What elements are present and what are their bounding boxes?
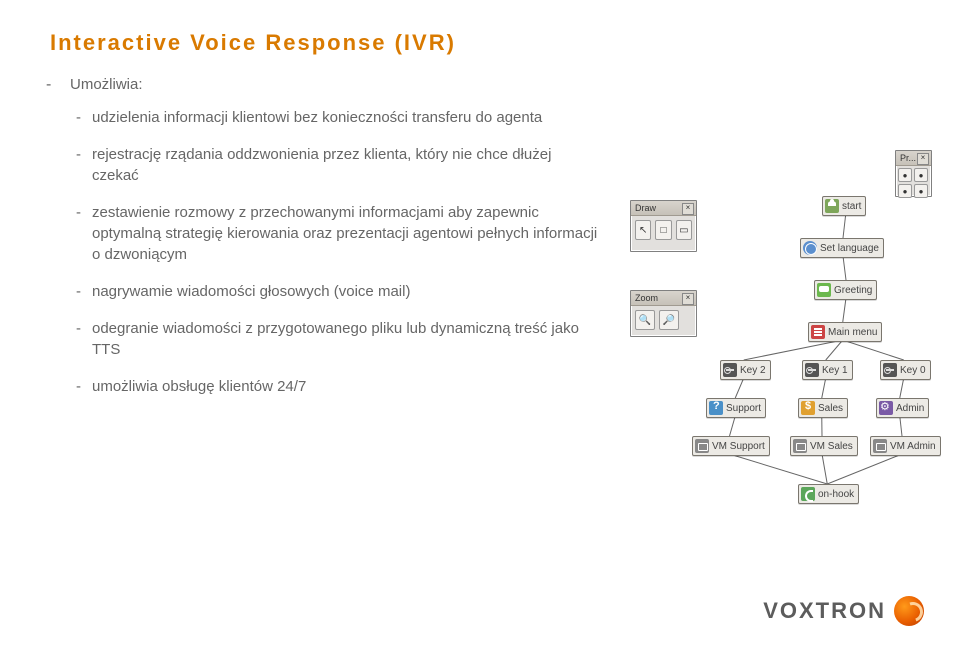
palette-button[interactable]: ●	[898, 168, 912, 182]
node-label: VM Admin	[890, 441, 936, 452]
flow-node-key2[interactable]: Key 2	[720, 360, 771, 380]
hook-icon	[801, 487, 815, 501]
key-icon	[883, 363, 897, 377]
flow-node-greeting[interactable]: Greeting	[814, 280, 877, 300]
palette-button[interactable]: ●	[914, 168, 928, 182]
node-label: Key 1	[822, 365, 848, 376]
support-icon	[709, 401, 723, 415]
flow-edge	[822, 378, 826, 398]
flow-edge	[843, 214, 846, 238]
flow-edge	[900, 416, 902, 436]
menu-icon	[811, 325, 825, 339]
node-label: Key 2	[740, 365, 766, 376]
close-icon[interactable]: ×	[682, 293, 694, 305]
palette-button[interactable]: ●	[898, 184, 912, 198]
draw-window[interactable]: Draw× ↖□▭	[630, 200, 697, 252]
flow-node-key0[interactable]: Key 0	[880, 360, 931, 380]
intro-dash: -	[46, 76, 51, 94]
node-label: VM Sales	[810, 441, 853, 452]
flow-edge	[735, 378, 744, 398]
bullet-item: zestawienie rozmowy z przechowanymi info…	[80, 202, 600, 265]
node-label: start	[842, 201, 861, 212]
zoom-titlebar[interactable]: Zoom×	[631, 291, 696, 306]
person-icon	[825, 199, 839, 213]
draw-tool-button[interactable]: ▭	[676, 220, 692, 240]
bullet-item: udzielenia informacji klientowi bez koni…	[80, 107, 600, 128]
bullet-item: odegranie wiadomości z przygotowanego pl…	[80, 318, 600, 360]
close-icon[interactable]: ×	[917, 153, 929, 165]
draw-titlebar[interactable]: Draw×	[631, 201, 696, 216]
flow-edge	[843, 340, 904, 360]
pr-titlebar[interactable]: Pr...×	[896, 151, 931, 166]
flow-edge	[822, 454, 827, 484]
node-label: Key 0	[900, 365, 926, 376]
globe-icon	[803, 241, 817, 255]
zoom-tool-button[interactable]: 🔍	[635, 310, 655, 330]
node-label: Greeting	[834, 285, 872, 296]
flow-edge	[843, 256, 846, 280]
slide-title: Interactive Voice Response (IVR)	[50, 30, 910, 56]
flow-edge	[730, 416, 736, 436]
bullet-item: rejestrację rządania oddzwonienia przez …	[80, 144, 600, 186]
vm-icon	[873, 439, 887, 453]
logo-mark-icon	[894, 596, 924, 626]
flow-node-start[interactable]: start	[822, 196, 866, 216]
flow-node-sales[interactable]: Sales	[798, 398, 848, 418]
node-label: Admin	[896, 403, 924, 414]
node-label: on-hook	[818, 489, 854, 500]
flow-node-setlang[interactable]: Set language	[800, 238, 884, 258]
node-label: Main menu	[828, 327, 877, 338]
node-label: Sales	[818, 403, 843, 414]
close-icon[interactable]: ×	[682, 203, 694, 215]
vm-icon	[793, 439, 807, 453]
draw-tool-button[interactable]: □	[655, 220, 671, 240]
flow-node-key1[interactable]: Key 1	[802, 360, 853, 380]
bubble-icon	[817, 283, 831, 297]
bullet-list: udzielenia informacji klientowi bez koni…	[80, 107, 600, 397]
sales-icon	[801, 401, 815, 415]
palette-button[interactable]: ●	[914, 184, 928, 198]
flow-node-onhook[interactable]: on-hook	[798, 484, 859, 504]
flow-edge	[900, 378, 904, 398]
vm-icon	[695, 439, 709, 453]
admin-icon	[879, 401, 893, 415]
zoom-tool-button[interactable]: 🔎	[659, 310, 679, 330]
voxtron-logo: VOXTRON	[763, 596, 924, 626]
key-icon	[723, 363, 737, 377]
ivr-flow-diagram: Pr...×●●●●Draw×↖□▭Zoom×🔍🔎startSet langua…	[630, 150, 930, 510]
key-icon	[805, 363, 819, 377]
flow-node-mainmenu[interactable]: Main menu	[808, 322, 882, 342]
bullet-item: nagrywamie wiadomości głosowych (voice m…	[80, 281, 600, 302]
flow-node-admin[interactable]: Admin	[876, 398, 929, 418]
bullet-item: umożliwia obsługę klientów 24/7	[80, 376, 600, 397]
draw-tool-button[interactable]: ↖	[635, 220, 651, 240]
logo-text: VOXTRON	[763, 598, 886, 624]
flow-node-support[interactable]: Support	[706, 398, 766, 418]
flow-node-vmadmin[interactable]: VM Admin	[870, 436, 941, 456]
flow-node-vmsales[interactable]: VM Sales	[790, 436, 858, 456]
node-label: VM Support	[712, 441, 765, 452]
flow-edge	[730, 454, 828, 484]
flow-edge	[827, 454, 902, 484]
node-label: Support	[726, 403, 761, 414]
intro-text: Umożliwia:	[70, 76, 910, 93]
node-label: Set language	[820, 243, 879, 254]
flow-edge	[843, 298, 846, 322]
zoom-window[interactable]: Zoom× 🔍🔎	[630, 290, 697, 337]
flow-node-vmsupport[interactable]: VM Support	[692, 436, 770, 456]
pr-window[interactable]: Pr...×●●●●	[895, 150, 932, 197]
